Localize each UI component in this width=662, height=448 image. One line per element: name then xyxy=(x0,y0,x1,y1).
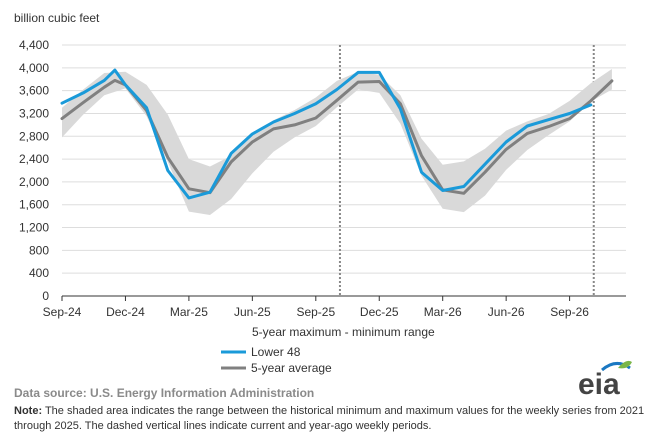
y-tick-label: 1,200 xyxy=(19,221,49,235)
legend-label-lower-48: Lower 48 xyxy=(251,345,301,359)
y-tick-label: 0 xyxy=(42,289,49,303)
y-tick-label: 800 xyxy=(29,243,49,257)
x-tick-label: Jun-26 xyxy=(488,305,525,319)
storage-chart: billion cubic feet 0 400 800 1,200 1,600 2,00… xyxy=(14,11,626,375)
chart-note: Note: The shaded area indicates the rang… xyxy=(14,404,650,434)
range-band-area xyxy=(62,69,612,215)
series-line-lower-48 xyxy=(60,68,593,200)
y-axis-unit-label: billion cubic feet xyxy=(14,11,100,25)
y-tick-label: 2,400 xyxy=(19,152,49,166)
y-axis-ticks: 0 400 800 1,200 1,600 2,000 2,400 2,800 3,200 3,6… xyxy=(19,38,49,303)
y-tick-label: 3,200 xyxy=(19,106,49,120)
note-text: The shaded area indicates the range betw… xyxy=(14,405,645,432)
x-tick-label: Sep-26 xyxy=(550,305,589,319)
x-tick-label: Sep-24 xyxy=(43,305,82,319)
y-tick-label: 400 xyxy=(29,266,49,280)
y-tick-label: 2,800 xyxy=(19,129,49,143)
y-tick-label: 4,400 xyxy=(19,38,49,52)
eia-logo: eia xyxy=(572,356,634,401)
x-tick-label: Dec-24 xyxy=(106,305,145,319)
y-tick-label: 2,000 xyxy=(19,175,49,189)
x-tick-label: Dec-25 xyxy=(360,305,399,319)
y-tick-label: 4,000 xyxy=(19,61,49,75)
x-tick-label: Mar-26 xyxy=(424,305,462,319)
y-tick-label: 3,600 xyxy=(19,84,49,98)
legend-label-five-year-average: 5-year average xyxy=(251,361,332,375)
x-tick-label: Jun-25 xyxy=(234,305,271,319)
x-axis-ticks: Sep-24 Dec-24 Mar-25 Jun-25 Sep-25 Dec-25 Mar-… xyxy=(43,296,589,319)
legend: 5-year maximum - minimum range Lower 48 … xyxy=(221,325,435,375)
note-label: Note: xyxy=(14,405,43,417)
logo-text: eia xyxy=(578,368,620,400)
y-tick-label: 1,600 xyxy=(19,198,49,212)
data-source: Data source: U.S. Energy Information Adm… xyxy=(14,386,315,400)
x-tick-label: Sep-25 xyxy=(296,305,335,319)
legend-range-label: 5-year maximum - minimum range xyxy=(252,325,435,339)
x-tick-label: Mar-25 xyxy=(170,305,208,319)
logo-leaf-icon xyxy=(618,360,632,369)
